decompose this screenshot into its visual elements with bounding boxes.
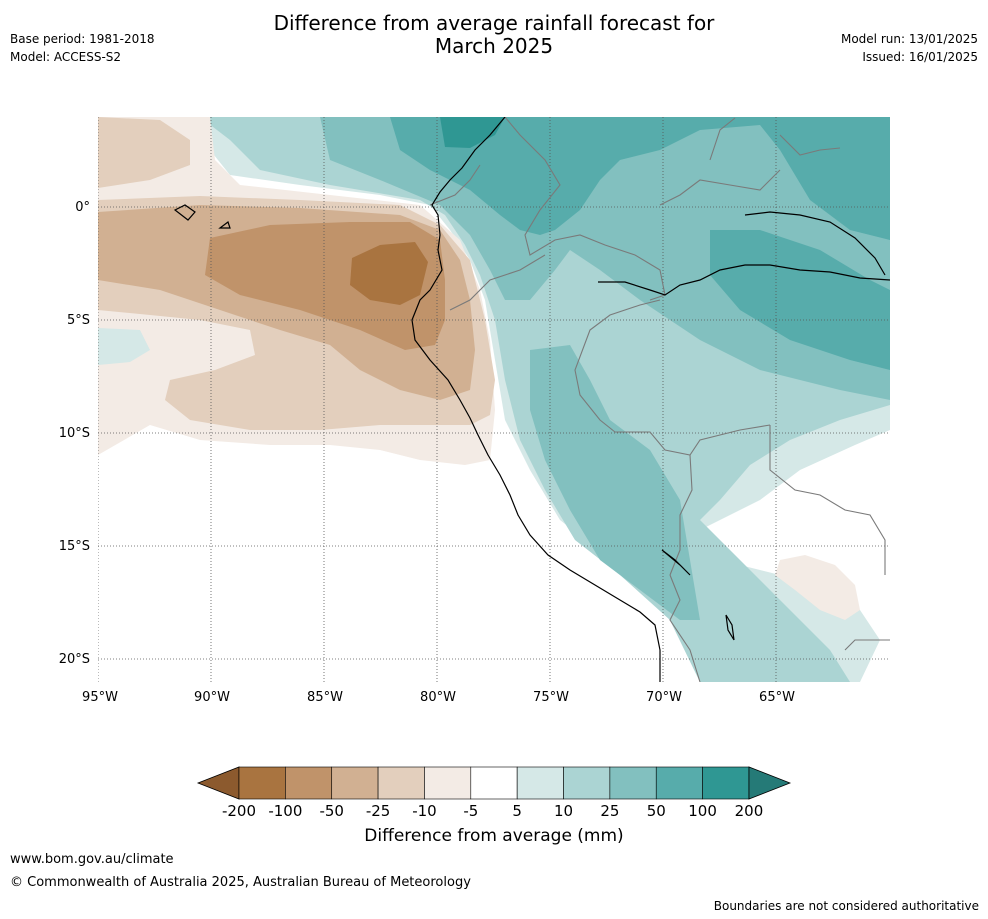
colorbar-ticks: -200 -100 -50 -25 -10 -5 5 10 25 50 100 200 [222,802,763,820]
issued-date: Issued: 16/01/2025 [862,50,978,64]
colorbar-cell [563,766,611,800]
footer-copyright: © Commonwealth of Australia 2025, Austra… [10,875,471,890]
colorbar-cell [377,766,425,800]
dry-blob-bolivia [775,555,860,620]
coastlines [173,117,890,682]
colorbar-tick-label: 50 [647,802,666,820]
colorbar-cell [609,766,657,800]
gridlines [98,117,890,682]
colorbar-tick-label: 25 [600,802,619,820]
model-name: Model: ACCESS-S2 [10,50,122,64]
colorbar-title: Difference from average (mm) [364,826,624,846]
colorbar-tick-label: -200 [222,802,256,820]
colorbar-tick-label: -5 [463,802,478,820]
colorbar-cell [702,766,750,800]
colorbar-arrow-low [196,766,240,800]
colorbar-tick-label: -50 [319,802,344,820]
title-line-1: Difference from average rainfall forecas… [273,11,715,35]
map-title: Difference from average rainfall forecas… [194,12,794,58]
lat-label-10s: 10°S [59,426,90,441]
lat-label-15s: 15°S [59,539,90,554]
wet-region-100 [440,117,505,148]
colorbar-cell [516,766,564,800]
base-period: Base period: 1981-2018 [10,32,155,46]
colorbar-cell [470,766,518,800]
colorbar-cell [238,766,286,800]
colorbar-cell [285,766,333,800]
map-area [98,117,890,682]
colorbar-arrow-high [748,766,792,800]
lat-label-5s: 5°S [67,313,90,328]
colorbar-cell [331,766,379,800]
title-line-2: March 2025 [434,34,554,58]
meta-right: Model run: 13/01/2025 Issued: 16/01/2025 [841,32,978,68]
lon-label-85w: 85°W [307,690,343,705]
model-run: Model run: 13/01/2025 [840,32,978,46]
lat-label-0: 0° [75,200,90,215]
lon-labels: 95°W 90°W 85°W 80°W 75°W 70°W 65°W [82,690,795,705]
country-borders [429,117,890,682]
colorbar-tick-label: 200 [735,802,764,820]
wet-region-50c [800,150,890,240]
colorbar-tick-label: -25 [366,802,391,820]
colorbar-tick-label: -10 [412,802,437,820]
footer-url: www.bom.gov.au/climate [10,852,174,867]
colorbar-tick-label: 5 [512,802,522,820]
lon-label-80w: 80°W [420,690,456,705]
lon-label-70w: 70°W [646,690,682,705]
lon-label-95w: 95°W [82,690,118,705]
lon-label-65w: 65°W [759,690,795,705]
colorbar-tick-label: 10 [554,802,573,820]
colorbar [196,766,792,800]
wet-region-25b [530,345,700,620]
wet-region-50 [390,117,890,240]
dry-region-10 [98,117,190,188]
colorbar-tick-label: 100 [688,802,717,820]
lon-label-90w: 90°W [194,690,230,705]
lon-label-75w: 75°W [533,690,569,705]
meta-left: Base period: 1981-2018 Model: ACCESS-S2 [10,32,155,68]
colorbar-cell [655,766,703,800]
colorbar-tick-label: -100 [268,802,302,820]
wet-blob-offshore [98,328,150,365]
lat-label-20s: 20°S [59,652,90,667]
colorbar-cell [424,766,472,800]
dry-region-100 [350,242,428,305]
lat-labels: 0° 5°S 10°S 15°S 20°S [59,200,90,667]
footer-disclaimer: Boundaries are not considered authoritat… [713,899,979,913]
